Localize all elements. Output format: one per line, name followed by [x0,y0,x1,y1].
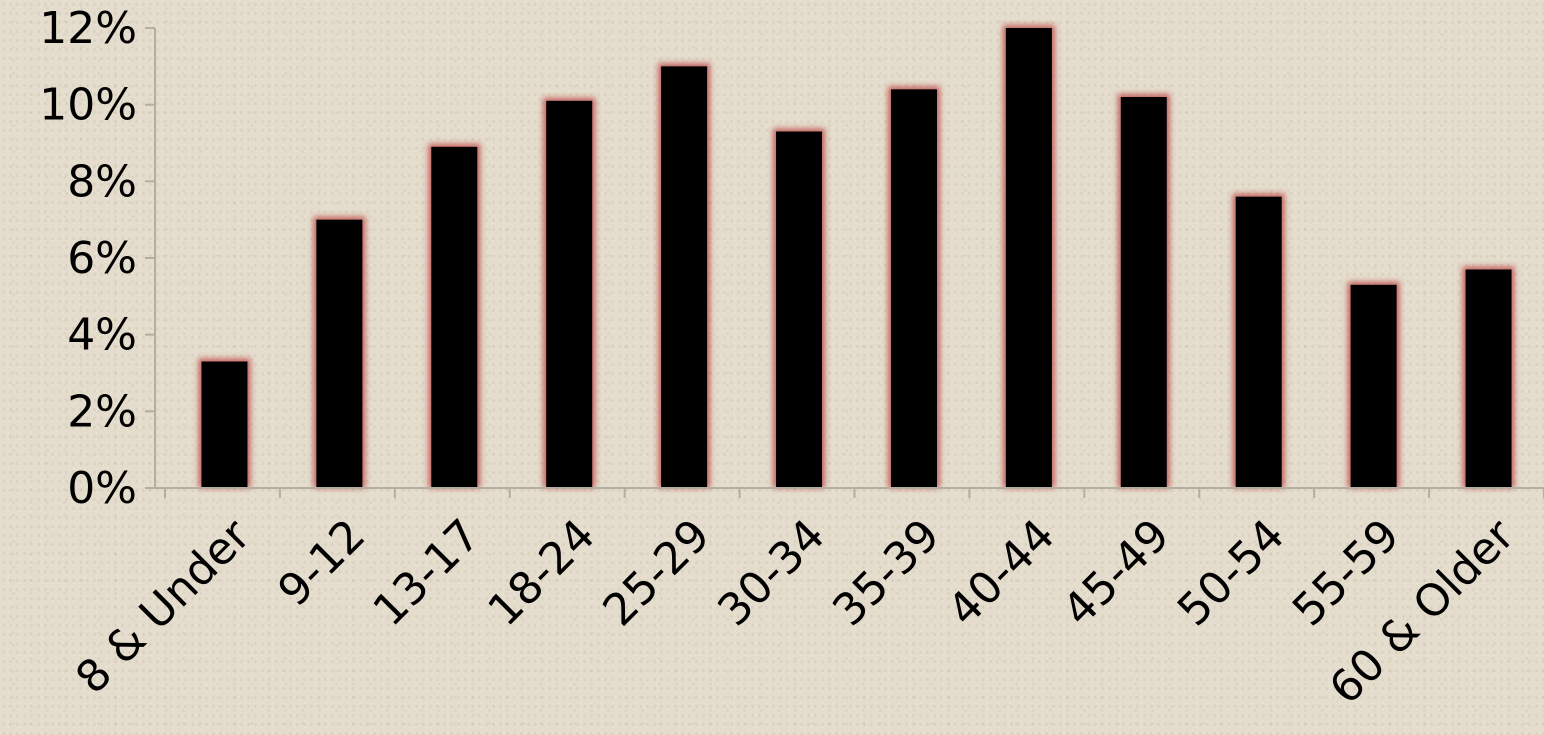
x-tick-label: 40-44 [938,510,1064,636]
x-axis: 8 & Under 9-1213-1718-2425-2930-3435-3940… [66,487,1544,714]
x-tick-label: 50-54 [1168,510,1294,636]
x-tick-label: 18-24 [479,510,605,636]
x-tick-label: 8 & Under [66,509,261,704]
y-tick-label: 10% [39,80,137,131]
bar-50-54 [1235,196,1282,488]
x-tick-label: 45-49 [1053,510,1179,636]
bars [198,25,1515,489]
bar-60-older [1465,269,1512,488]
bar-55-59 [1350,284,1397,488]
bar-45-49 [1120,97,1167,488]
bar-13-17 [431,146,478,489]
y-tick-label: 6% [67,233,137,284]
bar-8-under [201,361,248,488]
y-tick-label: 12% [39,3,137,54]
x-tick-label: 35-39 [823,510,949,636]
y-tick-label: 0% [67,463,137,514]
bar-18-24 [546,100,593,488]
bar-30-34 [776,131,823,488]
y-axis: 0% 2% 4% 6% 8% 10% 12% [39,3,156,514]
bar-40-44 [1005,28,1052,488]
bar-35-39 [890,89,937,488]
x-tick-label: 30-34 [708,510,834,636]
y-tick-label: 4% [67,310,137,361]
bar-25-29 [661,66,708,488]
x-tick-label: 25-29 [593,510,719,636]
y-tick-label: 2% [67,386,137,437]
y-tick-label: 8% [67,156,137,207]
x-tick-label: 9-12 [268,510,375,617]
bar-9-12 [316,219,363,488]
x-tick-label: 13-17 [364,510,490,636]
